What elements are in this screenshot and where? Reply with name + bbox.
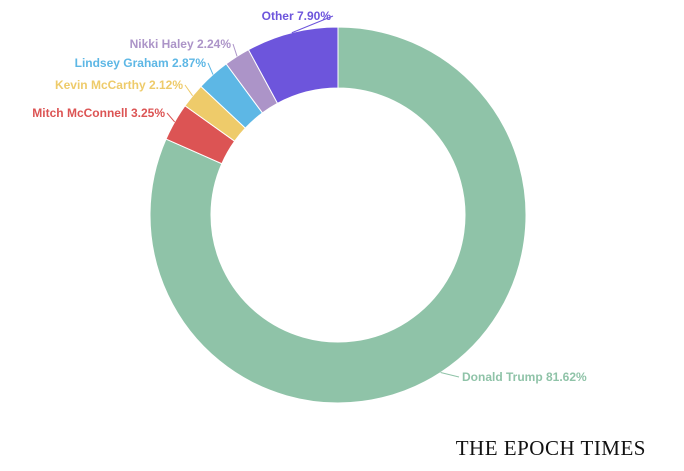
- data-label: Donald Trump 81.62%: [462, 370, 587, 384]
- slice-donald-trump: [149, 26, 527, 404]
- leader-line: [184, 84, 194, 97]
- data-label: Nikki Haley 2.24%: [130, 37, 232, 51]
- slice-other: [247, 26, 339, 105]
- leader-line: [291, 15, 334, 34]
- data-label: Mitch McConnell 3.25%: [32, 106, 165, 120]
- publisher-logo: THE EPOCH TIMES: [455, 436, 646, 460]
- data-label: Kevin McCarthy 2.12%: [55, 78, 183, 92]
- data-label: Other 7.90%: [262, 9, 332, 23]
- data-label: Lindsey Graham 2.87%: [75, 56, 207, 70]
- leader-line: [207, 62, 214, 75]
- leader-line: [166, 112, 176, 123]
- leader-line: [440, 372, 460, 378]
- leader-line: [232, 43, 238, 57]
